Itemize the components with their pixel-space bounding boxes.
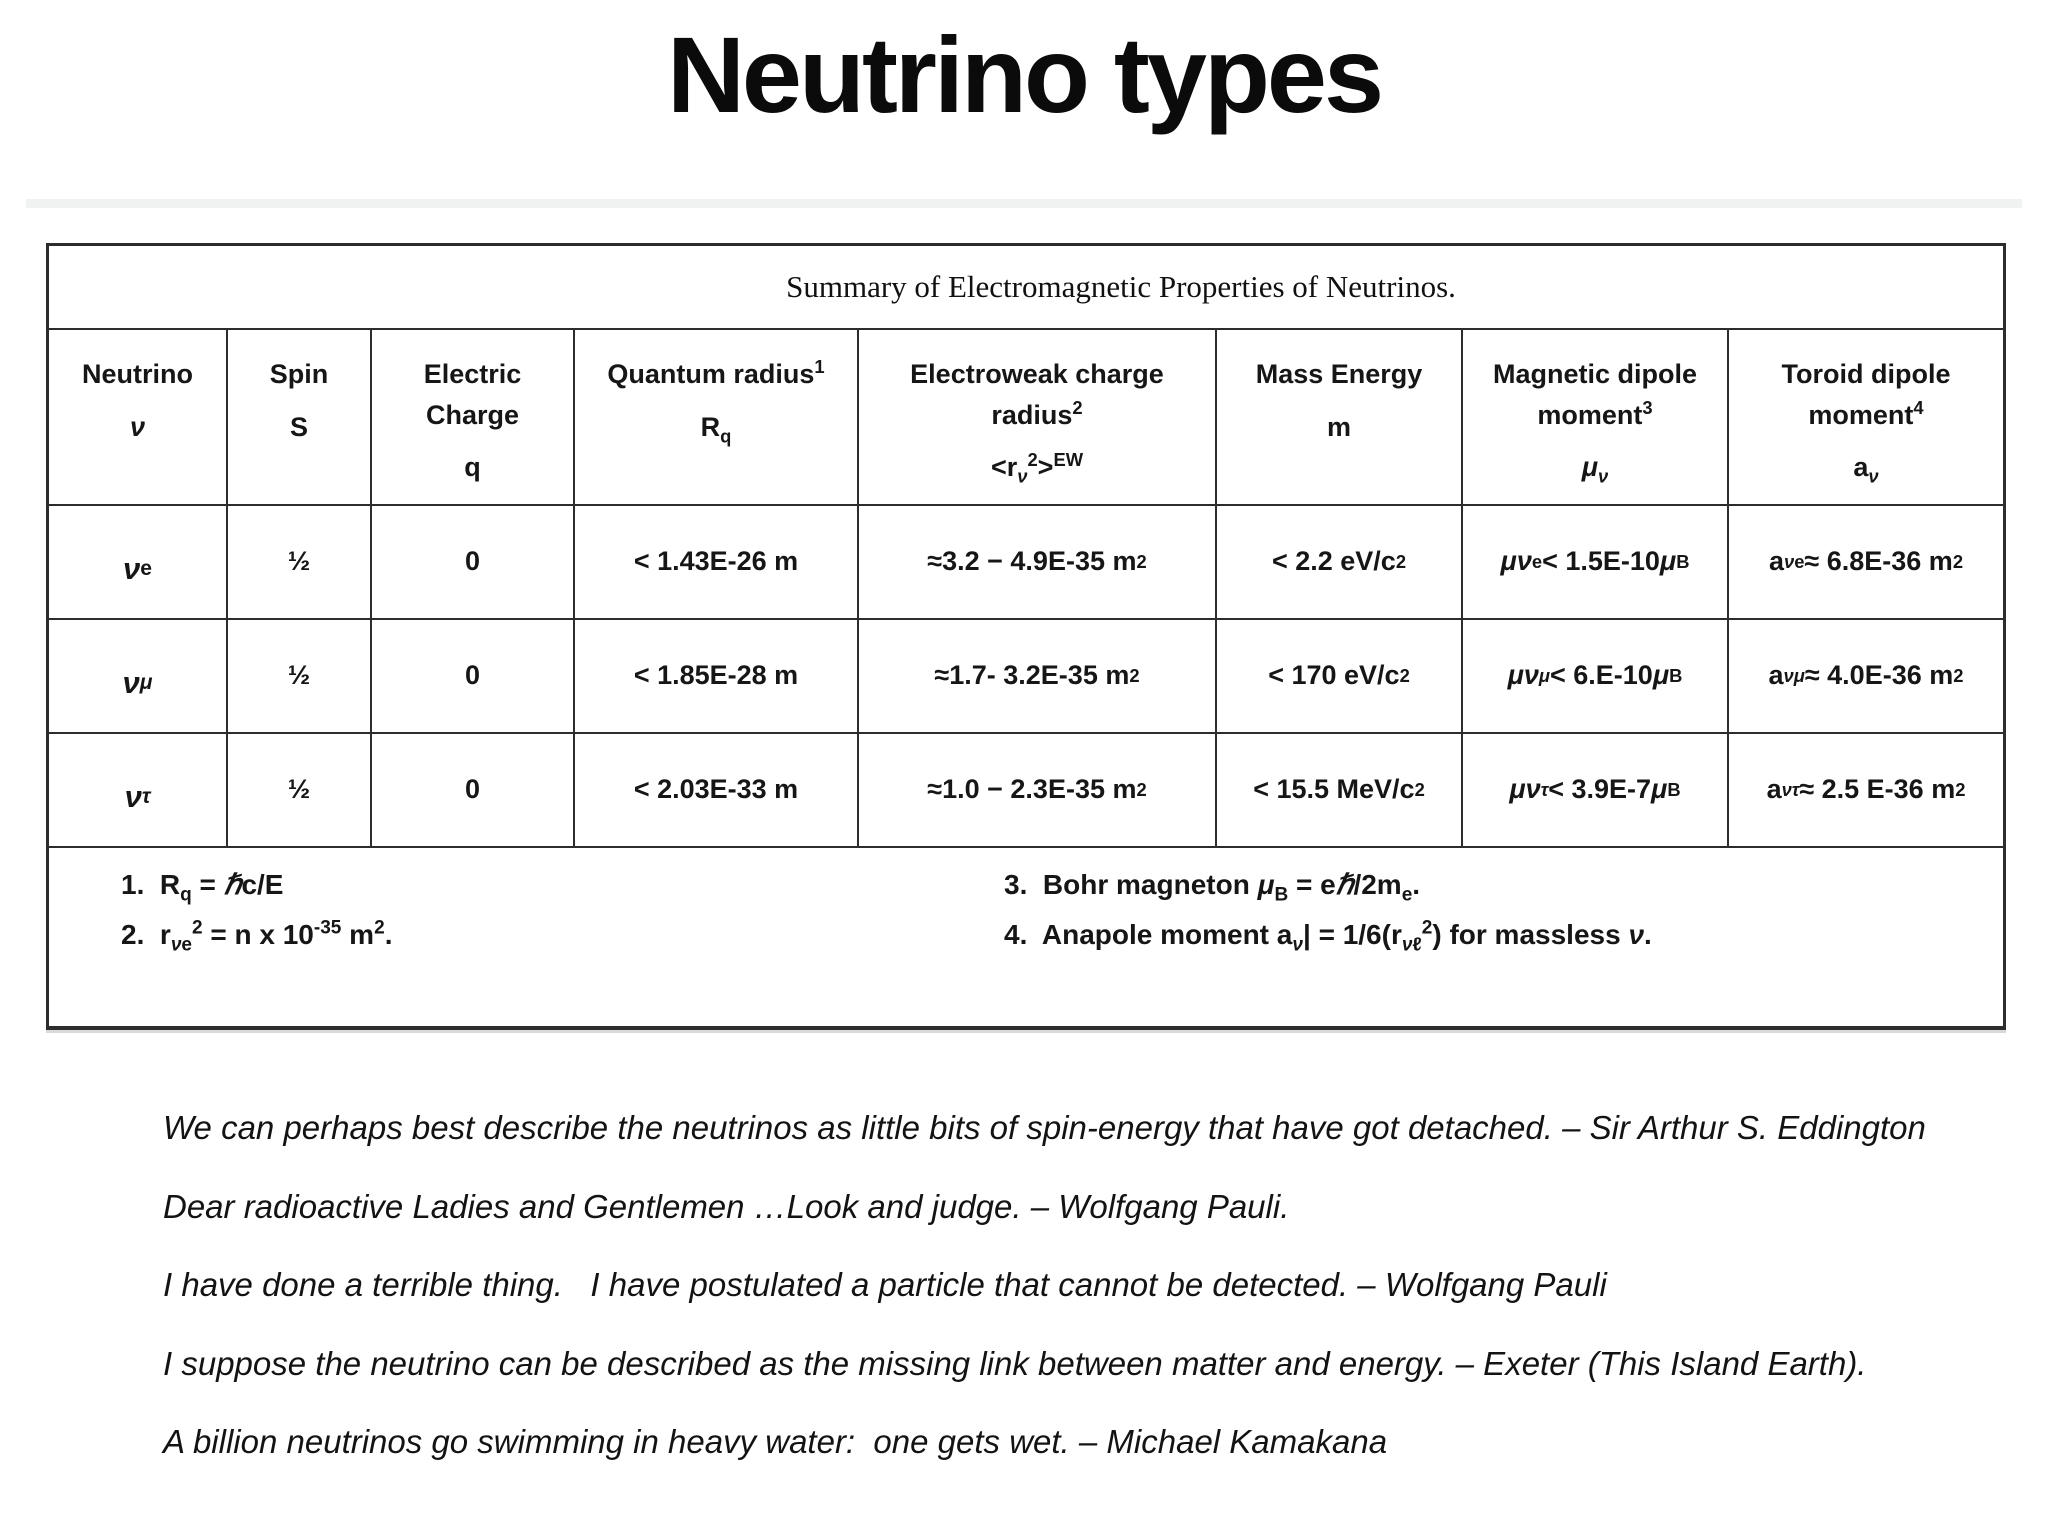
column-header-symbol: ν bbox=[129, 411, 146, 442]
table-cell: 0 bbox=[372, 734, 575, 848]
table-cell: 0 bbox=[372, 620, 575, 734]
column-header-symbol: aν bbox=[1853, 452, 1879, 487]
column-header-electroweak-charge-radius: Electroweak charge radius2 <rν2>EW bbox=[859, 330, 1217, 506]
table-cell: < 1.43E-26 m bbox=[575, 506, 859, 620]
column-header-symbol: q bbox=[464, 452, 481, 482]
column-header-magnetic-dipole-moment: Magnetic dipole moment3 μν bbox=[1463, 330, 1729, 506]
table-cell: < 1.85E-28 m bbox=[575, 620, 859, 734]
column-header-quantum-radius: Quantum radius1 Rq bbox=[575, 330, 859, 506]
column-header-symbol: m bbox=[1326, 411, 1351, 442]
footnote-4: 4. Anapole moment aν| = 1/6(rνℓ2) for ma… bbox=[1004, 917, 1652, 956]
column-header-symbol: <rν2>EW bbox=[990, 449, 1084, 487]
column-header-label: Electroweak charge radius2 bbox=[910, 359, 1164, 430]
table-cell: 0 bbox=[372, 506, 575, 620]
footnotes-right-column: 3. Bohr magneton μB = eℏ/2me. 4. Anapole… bbox=[1004, 868, 1652, 956]
table-cell: < 15.5 MeV/c 2 bbox=[1217, 734, 1463, 848]
quote-pauli-radioactive: Dear radioactive Ladies and Gentlemen …L… bbox=[163, 1187, 1290, 1225]
column-header-symbol: μν bbox=[1581, 452, 1609, 487]
column-header-label: Quantum radius1 bbox=[607, 356, 825, 389]
table-caption: Summary of Electromagnetic Properties of… bbox=[49, 246, 2003, 330]
column-header-label: Mass Energy bbox=[1255, 359, 1423, 389]
table-cell: < 2.2 eV/c 2 bbox=[1217, 506, 1463, 620]
table-cell: ½ bbox=[228, 620, 372, 734]
column-header-mass-energy: Mass Energy m bbox=[1217, 330, 1463, 506]
quote-kamakana: A billion neutrinos go swimming in heavy… bbox=[163, 1423, 1388, 1461]
page-title: Neutrino types bbox=[666, 14, 1384, 135]
table-cell: ½ bbox=[228, 734, 372, 848]
column-header-spin: Spin S bbox=[228, 330, 372, 506]
table-grid: Neutrino ν Spin S Electric Charge q Quant… bbox=[49, 330, 2003, 848]
table-cell: < 170 eV/c 2 bbox=[1217, 620, 1463, 734]
table-footnotes: 1. Rq = ℏc/E 2. rνe2 = n x 10-35 m2. 3. … bbox=[49, 848, 2003, 1026]
quotes-block: We can perhaps best describe the neutrin… bbox=[163, 1108, 1963, 1501]
column-header-label: Neutrino bbox=[82, 359, 193, 389]
column-header-label: Electric Charge bbox=[423, 359, 522, 430]
footnote-2: 2. rνe2 = n x 10-35 m2. bbox=[121, 917, 393, 956]
column-header-toroid-dipole-moment: Toroid dipole moment4 aν bbox=[1729, 330, 2003, 506]
column-header-neutrino: Neutrino ν bbox=[49, 330, 228, 506]
footnotes-left-column: 1. Rq = ℏc/E 2. rνe2 = n x 10-35 m2. bbox=[121, 868, 393, 956]
neutrino-properties-table: Summary of Electromagnetic Properties of… bbox=[46, 243, 2006, 1030]
column-header-symbol: Rq bbox=[700, 411, 732, 446]
footnote-3: 3. Bohr magneton μB = eℏ/2me. bbox=[1004, 869, 1421, 906]
table-cell: < 2.03E-33 m bbox=[575, 734, 859, 848]
quote-eddington: We can perhaps best describe the neutrin… bbox=[163, 1109, 1926, 1146]
column-header-label: Toroid dipole moment4 bbox=[1781, 359, 1951, 430]
column-header-label: Magnetic dipole moment3 bbox=[1492, 359, 1698, 430]
table-cell: ½ bbox=[228, 506, 372, 620]
horizontal-divider bbox=[26, 199, 2022, 208]
quote-exeter: I suppose the neutrino can be described … bbox=[163, 1344, 1867, 1382]
footnote-1: 1. Rq = ℏc/E bbox=[121, 869, 284, 906]
column-header-electric-charge: Electric Charge q bbox=[372, 330, 575, 506]
column-header-label: Spin bbox=[269, 359, 329, 389]
column-header-symbol: S bbox=[289, 411, 308, 442]
quote-pauli-terrible-thing: I have done a terrible thing. I have pos… bbox=[163, 1266, 1607, 1304]
